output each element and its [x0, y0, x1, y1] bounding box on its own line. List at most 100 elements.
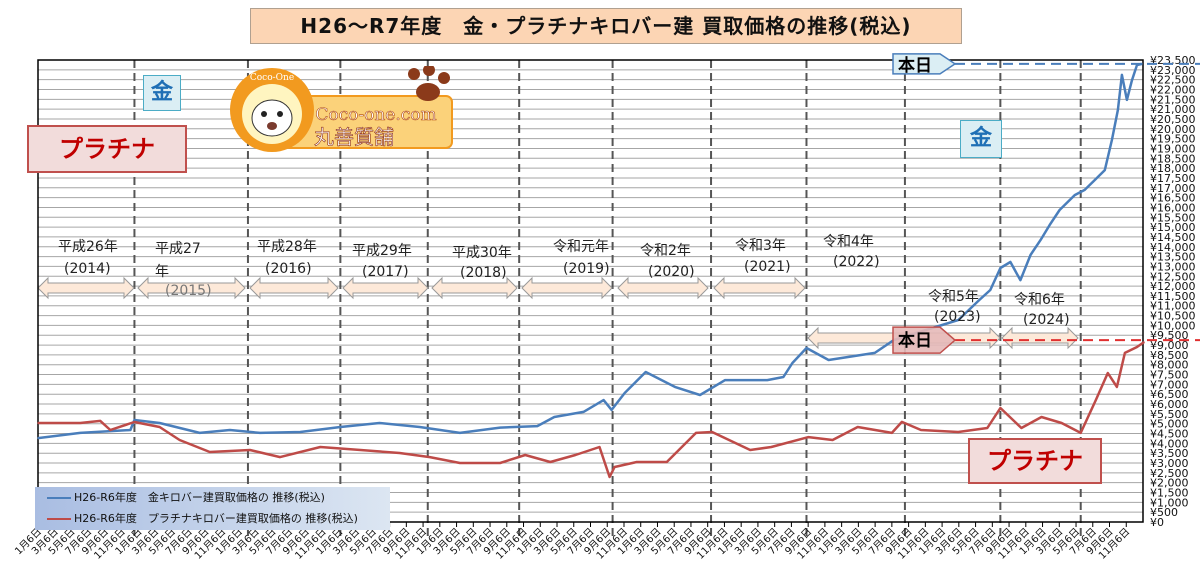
- y-tick-label: ¥14,000: [1150, 241, 1196, 254]
- gold-data-point: [1126, 99, 1128, 101]
- gold-data-point: [1121, 74, 1123, 76]
- era-label: 令和2年: [640, 243, 691, 259]
- platinum-data-point: [749, 449, 752, 451]
- platinum-data-point: [635, 461, 638, 463]
- platinum-data-point: [856, 426, 859, 428]
- platinum-data-point: [524, 454, 527, 456]
- gold-data-point: [158, 422, 161, 424]
- gold-data-point: [553, 416, 556, 418]
- gold-data-point: [1093, 179, 1096, 181]
- shop-logo: Coco-One Coco-one.com 丸善質舗: [224, 64, 456, 152]
- platinum-data-point: [608, 476, 611, 478]
- gold-swatch: [47, 497, 71, 499]
- gold-data-point: [1029, 254, 1032, 256]
- platinum-data-point: [208, 451, 211, 453]
- series-lines: [37, 62, 1145, 479]
- gold-data-point: [1058, 209, 1061, 211]
- gold-data-point: [378, 422, 381, 424]
- gold-data-point: [1111, 139, 1113, 141]
- platinum-data-point: [920, 429, 922, 431]
- y-tick-label: ¥6,500: [1150, 388, 1189, 401]
- gold-data-point: [1009, 261, 1012, 263]
- gold-data-point: [782, 376, 785, 378]
- gold-data-point: [1073, 194, 1076, 196]
- year-label: (2017): [362, 264, 409, 280]
- y-tick-label: ¥3,000: [1150, 457, 1189, 470]
- gold-data-point: [499, 426, 501, 429]
- platinum-data-point: [549, 461, 552, 463]
- gold-label-left: 金: [143, 75, 181, 111]
- double-arrow-icon: [617, 276, 709, 300]
- platinum-data-point: [666, 461, 668, 463]
- platinum-data-point: [999, 407, 1002, 409]
- today-platinum-arrow-icon: [892, 326, 957, 354]
- year-label: (2018): [460, 265, 507, 281]
- y-tick-label: ¥11,500: [1150, 290, 1196, 303]
- gold-data-point: [1117, 109, 1119, 111]
- y-tick-label: ¥23,500: [1150, 54, 1196, 67]
- y-tick-label: ¥8,000: [1150, 359, 1189, 372]
- y-tick-label: ¥20,500: [1150, 113, 1196, 126]
- platinum-data-point: [831, 439, 834, 441]
- platinum-data-point: [770, 446, 773, 448]
- gold-data-point: [582, 411, 585, 413]
- era-label: 平成29年: [352, 243, 412, 259]
- double-arrow-icon: [521, 276, 613, 300]
- y-tick-label: ¥15,500: [1150, 211, 1196, 224]
- y-tick-label: ¥9,500: [1150, 329, 1189, 342]
- gold-data-point: [724, 379, 726, 381]
- era-label: 令和5年: [928, 289, 979, 305]
- platinum-data-point: [1136, 346, 1138, 348]
- platinum-data-point: [428, 456, 431, 458]
- gold-data-point: [766, 379, 769, 381]
- double-arrow-icon: [713, 276, 806, 300]
- double-arrow-icon: [137, 276, 246, 300]
- double-arrow-icon: [431, 276, 518, 300]
- gold-data-point: [229, 429, 231, 431]
- y-tick-label: ¥17,000: [1150, 182, 1196, 195]
- era-label: 平成26年: [58, 239, 118, 255]
- era-label: 令和4年: [823, 234, 874, 250]
- gold-data-point: [978, 299, 981, 301]
- gold-data-point: [133, 419, 136, 421]
- gold-data-point: [339, 426, 342, 428]
- year-label: (2014): [64, 261, 111, 277]
- y-tick-label: ¥10,500: [1150, 310, 1196, 323]
- platinum-data-point: [574, 454, 577, 456]
- gold-data-point: [674, 386, 676, 388]
- gold-data-point: [957, 319, 959, 321]
- y-tick-label: ¥16,000: [1150, 201, 1196, 214]
- platinum-data-point: [178, 439, 181, 441]
- y-tick-label: ¥8,500: [1150, 349, 1189, 362]
- y-tick-label: ¥21,500: [1150, 93, 1196, 106]
- platinum-data-point: [398, 452, 401, 454]
- era-label: 令和6年: [1014, 292, 1065, 308]
- y-tick-label: ¥16,500: [1150, 192, 1196, 205]
- y-tick-label: ¥21,000: [1150, 103, 1196, 116]
- legend-label: H26-R6年度 金キロバー建買取価格の 推移(税込): [74, 491, 325, 504]
- gold-label-right: 金: [960, 120, 1002, 158]
- chart-title: H26～R7年度 金・プラチナキロバー建 買取価格の推移(税込): [250, 8, 962, 44]
- y-axis-labels: ¥0¥500¥1,000¥1,500¥2,000¥2,500¥3,000¥3,5…: [1150, 54, 1196, 529]
- today-gold-arrow-icon: [892, 53, 957, 75]
- y-tick-label: ¥3,500: [1150, 447, 1189, 460]
- y-tick-label: ¥1,000: [1150, 496, 1189, 509]
- y-tick-label: ¥2,000: [1150, 477, 1189, 490]
- platinum-data-point: [1143, 341, 1145, 343]
- double-arrow-icon: [342, 276, 429, 300]
- y-tick-label: ¥22,500: [1150, 74, 1196, 87]
- y-tick-label: ¥17,500: [1150, 172, 1196, 185]
- svg-text:Coco-One: Coco-One: [250, 73, 294, 83]
- year-label: (2022): [833, 254, 880, 270]
- era-label: 平成30年: [452, 245, 512, 261]
- platinum-data-point: [99, 420, 102, 422]
- today-label-platinum: 本日: [898, 331, 932, 351]
- platinum-data-point: [499, 462, 501, 464]
- platinum-data-point: [133, 421, 136, 423]
- platinum-data-point: [1094, 399, 1097, 401]
- y-tick-label: ¥4,500: [1150, 428, 1189, 441]
- y-tick-label: ¥13,000: [1150, 260, 1196, 273]
- gold-data-point: [941, 324, 943, 326]
- platinum-data-point: [1107, 372, 1109, 374]
- y-tick-label: ¥23,000: [1150, 64, 1196, 77]
